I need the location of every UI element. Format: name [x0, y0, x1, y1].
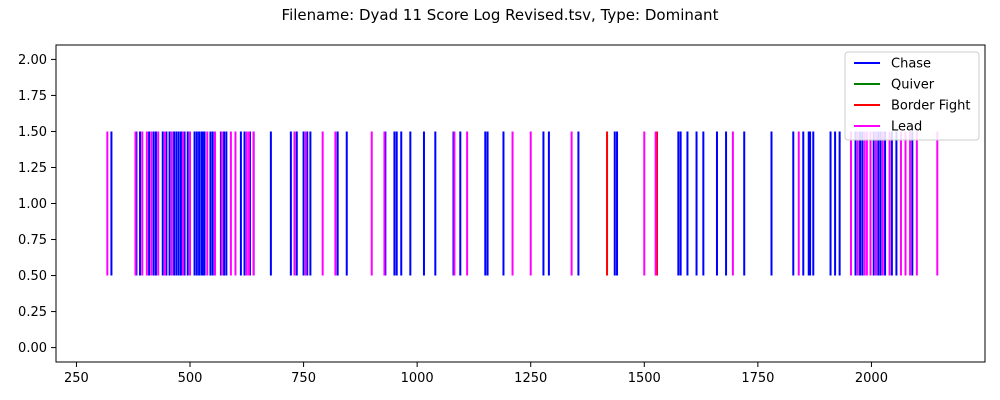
y-tick-label: 0.00	[18, 341, 47, 356]
series-border-fight	[606, 131, 659, 276]
legend-label: Chase	[891, 57, 931, 72]
series-lead	[106, 131, 939, 276]
plot-area	[106, 131, 939, 276]
y-tick-label: 2.00	[18, 53, 47, 68]
x-tick-label: 1500	[628, 371, 661, 386]
legend-label: Quiver	[891, 78, 935, 93]
x-tick-label: 250	[64, 371, 89, 386]
axes: 250 500 750 1000 1250 1500 1750 2000 0.00 0.25 0.5…	[18, 44, 986, 386]
legend-label: Border Fight	[891, 99, 970, 114]
x-tick-label: 500	[178, 371, 203, 386]
legend-box	[844, 51, 980, 141]
y-tick-label: 0.75	[18, 233, 47, 248]
legend-label: Lead	[891, 120, 922, 135]
y-tick-label: 1.50	[18, 125, 47, 140]
x-tick-label: 750	[291, 371, 316, 386]
x-tick-label: 1000	[401, 371, 434, 386]
y-tick-label: 1.75	[18, 89, 47, 104]
x-tick-label: 1250	[514, 371, 547, 386]
legend: Chase Quiver Border Fight Lead	[844, 51, 980, 141]
x-tick-label: 2000	[855, 371, 888, 386]
y-tick-label: 1.25	[18, 161, 47, 176]
y-tick-label: 0.25	[18, 305, 47, 320]
y-tick-label: 0.50	[18, 269, 47, 284]
y-tick-label: 1.00	[18, 197, 47, 212]
x-tick-label: 1750	[741, 371, 774, 386]
chart-title: Filename: Dyad 11 Score Log Revised.tsv,…	[282, 6, 719, 24]
